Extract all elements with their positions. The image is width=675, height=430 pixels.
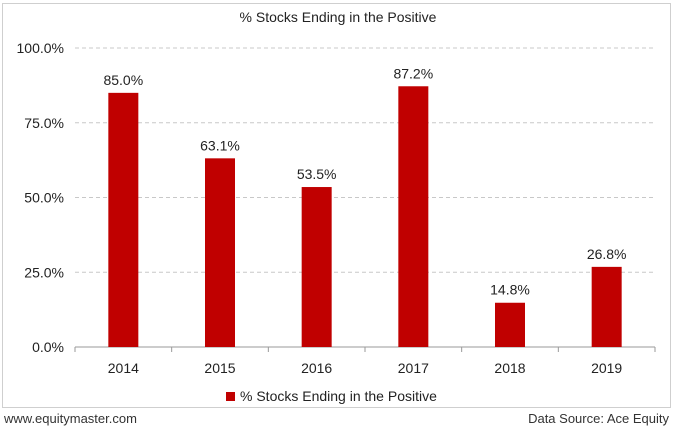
y-tick-label: 50.0% bbox=[24, 190, 64, 206]
legend-swatch bbox=[226, 392, 235, 401]
y-axis-ticks: 0.0% 25.0% 50.0% 75.0% 100.0% bbox=[17, 40, 64, 355]
x-tick-label: 2016 bbox=[301, 360, 332, 376]
x-tick-label: 2014 bbox=[108, 360, 139, 376]
data-label: 53.5% bbox=[297, 166, 337, 182]
y-tick-label: 0.0% bbox=[32, 339, 64, 355]
bar-2019 bbox=[591, 266, 622, 347]
x-axis-ticks: 2014 2015 2016 2017 2018 2019 bbox=[74, 347, 656, 376]
data-label: 26.8% bbox=[587, 246, 627, 262]
bar-2014 bbox=[108, 92, 139, 347]
x-tick-label: 2017 bbox=[398, 360, 429, 376]
y-tick-label: 25.0% bbox=[24, 264, 64, 280]
x-tick-label: 2018 bbox=[494, 360, 525, 376]
bar-2016 bbox=[301, 187, 332, 347]
x-tick-label: 2015 bbox=[204, 360, 235, 376]
data-label: 87.2% bbox=[393, 65, 433, 81]
y-tick-label: 75.0% bbox=[24, 115, 64, 131]
y-tick-label: 100.0% bbox=[17, 40, 64, 56]
bar-2017 bbox=[398, 86, 429, 347]
bars bbox=[108, 86, 622, 347]
chart-title: % Stocks Ending in the Positive bbox=[240, 9, 437, 25]
bar-2018 bbox=[495, 302, 525, 347]
legend-label: % Stocks Ending in the Positive bbox=[240, 388, 437, 404]
grid-lines bbox=[75, 47, 655, 348]
footer-data-source: Data Source: Ace Equity bbox=[528, 411, 669, 426]
data-labels: 85.0% 63.1% 53.5% 87.2% 14.8% 26.8% bbox=[103, 65, 626, 297]
bar-chart: % Stocks Ending in the Positive 0.0% 25.0… bbox=[17, 9, 656, 404]
x-tick-label: 2019 bbox=[591, 360, 622, 376]
data-label: 85.0% bbox=[103, 72, 143, 88]
bar-2015 bbox=[205, 158, 235, 347]
footer-source-site: www.equitymaster.com bbox=[4, 411, 137, 426]
legend: % Stocks Ending in the Positive bbox=[226, 388, 437, 404]
data-label: 14.8% bbox=[490, 282, 530, 298]
data-label: 63.1% bbox=[200, 137, 240, 153]
